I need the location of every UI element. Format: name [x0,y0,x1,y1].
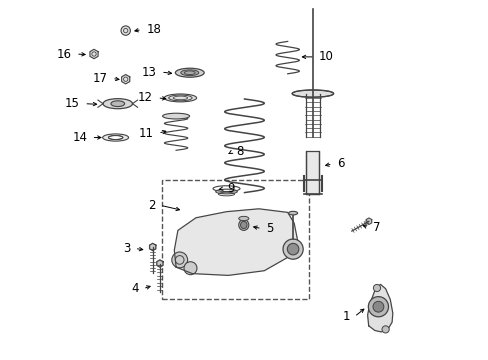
Polygon shape [174,209,297,275]
Text: 7: 7 [372,221,380,234]
Ellipse shape [164,94,196,102]
Circle shape [121,26,130,35]
Polygon shape [367,284,392,332]
Text: 12: 12 [138,91,153,104]
Text: 14: 14 [72,131,87,144]
Text: 9: 9 [227,182,234,195]
Text: 6: 6 [336,157,344,170]
Ellipse shape [288,211,297,215]
Text: 3: 3 [123,242,130,255]
Text: 4: 4 [131,282,139,295]
Ellipse shape [181,70,199,76]
Ellipse shape [175,68,204,77]
Text: 10: 10 [318,50,333,63]
Text: 5: 5 [265,222,273,235]
Text: 13: 13 [142,66,156,78]
Bar [306,151,319,194]
Text: 8: 8 [236,145,243,158]
Ellipse shape [292,90,333,97]
Ellipse shape [103,99,132,109]
Text: 18: 18 [146,23,161,36]
Ellipse shape [238,216,248,221]
Polygon shape [90,49,98,59]
Circle shape [287,243,298,255]
Bar [162,180,309,299]
Polygon shape [149,243,156,251]
Text: 17: 17 [93,72,107,85]
Text: 11: 11 [139,127,153,140]
Ellipse shape [163,113,189,119]
Text: 1: 1 [342,310,349,323]
Polygon shape [122,75,129,84]
Ellipse shape [108,136,122,139]
Circle shape [171,252,187,268]
Text: 2: 2 [148,199,155,212]
Circle shape [367,297,387,317]
Ellipse shape [240,221,246,229]
Circle shape [283,239,303,259]
Text: 16: 16 [57,48,72,60]
Circle shape [372,301,383,312]
Ellipse shape [102,134,128,141]
Circle shape [373,284,380,292]
Circle shape [381,326,388,333]
Ellipse shape [238,220,248,230]
Ellipse shape [111,101,124,107]
Polygon shape [157,260,163,267]
Polygon shape [366,218,371,225]
Text: 15: 15 [65,97,80,110]
Circle shape [183,262,197,275]
